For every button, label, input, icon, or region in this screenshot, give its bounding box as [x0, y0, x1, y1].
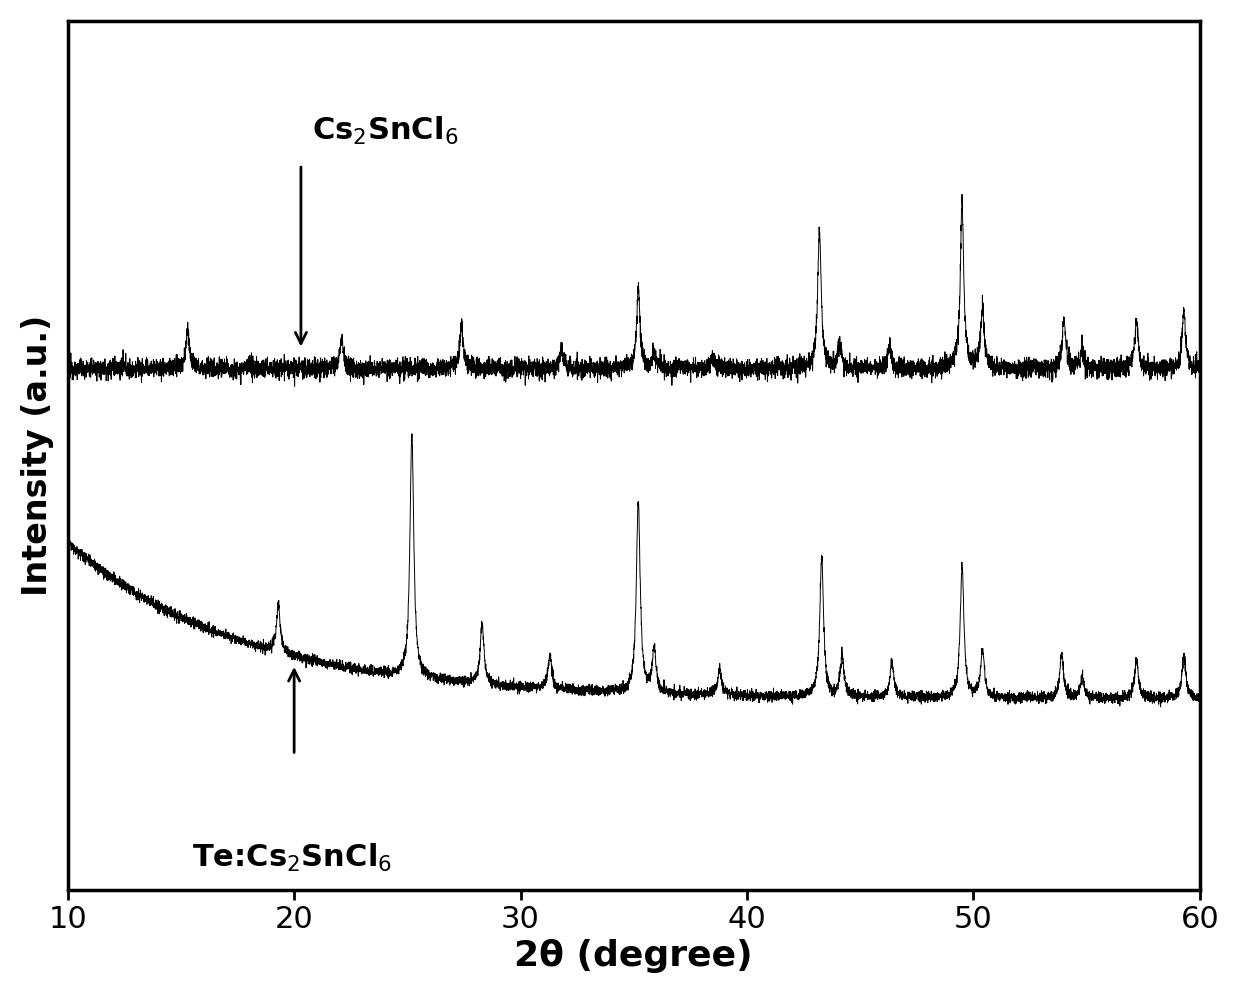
Y-axis label: Intensity (a.u.): Intensity (a.u.) [21, 315, 53, 596]
X-axis label: 2θ (degree): 2θ (degree) [515, 939, 753, 973]
Text: Cs$_2$SnCl$_6$: Cs$_2$SnCl$_6$ [312, 114, 459, 147]
Text: Te:Cs$_2$SnCl$_6$: Te:Cs$_2$SnCl$_6$ [192, 842, 392, 875]
